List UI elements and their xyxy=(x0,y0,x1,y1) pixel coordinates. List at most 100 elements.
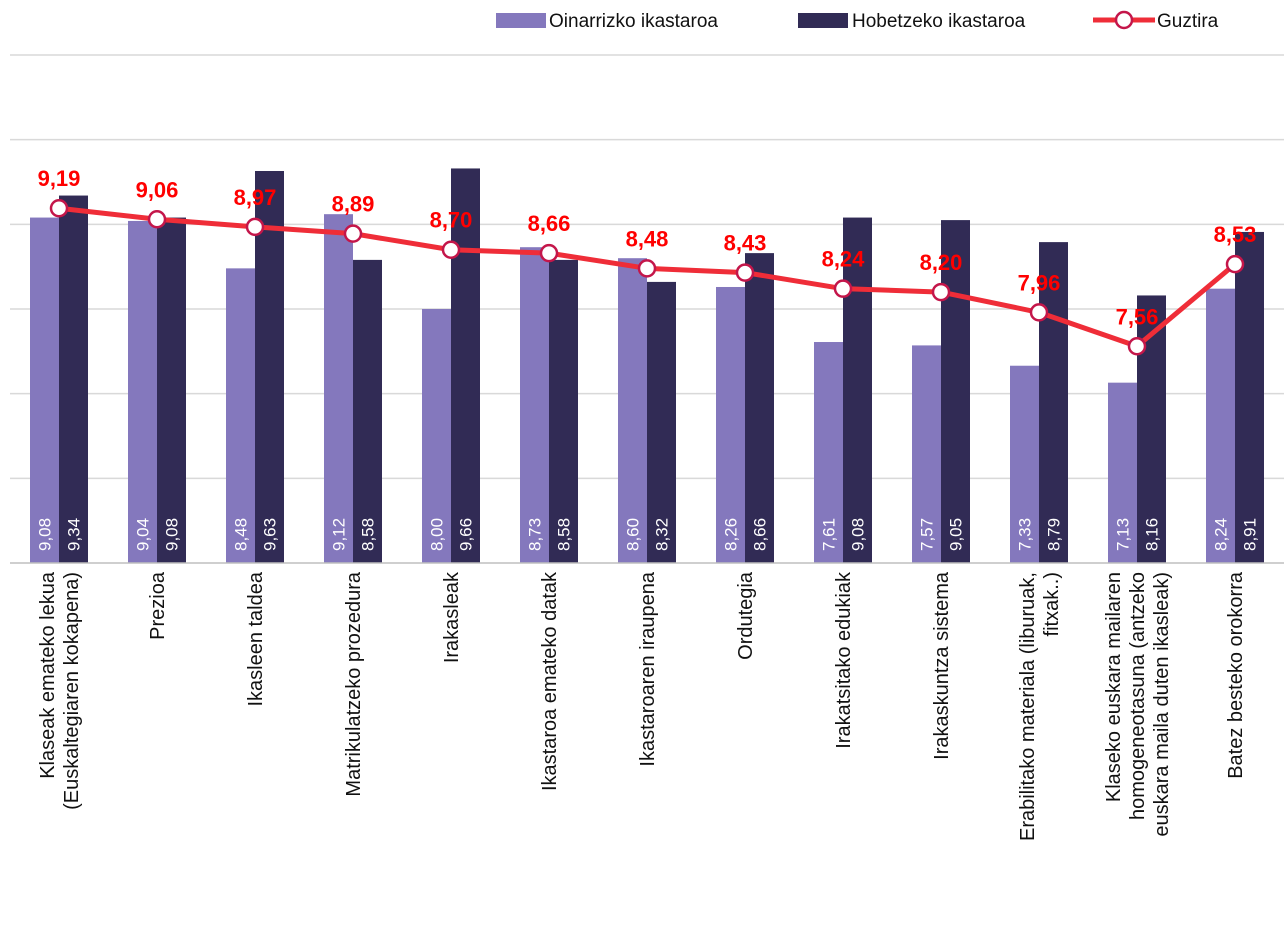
total-marker xyxy=(1127,337,1147,356)
bar-hobetzeko xyxy=(157,217,186,563)
bar-label-oinarrizko: 9,04 xyxy=(134,518,153,551)
bar-hobetzeko xyxy=(647,281,676,563)
total-marker xyxy=(245,217,265,237)
category-label: Ikasleen taldea xyxy=(245,571,267,706)
total-marker xyxy=(1029,303,1049,322)
bar-label-oinarrizko: 7,57 xyxy=(918,518,937,551)
bar-label-hobetzeko: 8,58 xyxy=(359,518,378,551)
legend: Oinarrizko ikastaroa Hobetzeko ikastaroa G… xyxy=(496,10,1219,32)
category-label: Prezioa xyxy=(147,571,169,640)
bars xyxy=(30,168,1264,564)
bar-label-oinarrizko: 8,48 xyxy=(232,518,251,551)
category-label: Irakaskuntza sistema xyxy=(931,571,953,760)
bar-oinarrizko xyxy=(422,309,451,563)
category-label: Ikastaroaren iraupena xyxy=(637,571,659,766)
bar-label-hobetzeko: 8,91 xyxy=(1241,518,1260,551)
legend-swatch-hobetzeko xyxy=(798,13,848,28)
bar-oinarrizko xyxy=(1108,382,1137,563)
total-value-label: 7,56 xyxy=(1116,304,1159,329)
bar-hobetzeko xyxy=(255,170,284,563)
total-value-label: 8,89 xyxy=(332,192,375,217)
bar-hobetzeko xyxy=(1235,231,1264,563)
bar-label-oinarrizko: 7,13 xyxy=(1114,518,1133,551)
total-marker xyxy=(735,263,755,282)
category-label: Erabilitako materiala (liburuak, xyxy=(1017,572,1039,841)
bar-hobetzeko xyxy=(941,220,970,563)
bar-label-hobetzeko: 8,66 xyxy=(751,518,770,551)
bar-hobetzeko xyxy=(1039,242,1068,563)
category-label: (Euskaltegiaren kokapena) xyxy=(61,572,83,810)
bar-label-hobetzeko: 9,66 xyxy=(457,518,476,551)
bar-label-oinarrizko: 7,61 xyxy=(820,518,839,551)
total-marker xyxy=(931,282,951,302)
category-labels: Klaseak emateko lekua (Euskaltegiaren kok… xyxy=(37,571,1247,841)
bar-oinarrizko xyxy=(1010,365,1039,563)
bar-label-oinarrizko: 8,24 xyxy=(1212,518,1231,551)
total-marker xyxy=(343,224,363,243)
legend-label-guztira: Guztira xyxy=(1157,11,1219,32)
bar-oinarrizko xyxy=(226,268,255,563)
bar-label-hobetzeko: 9,08 xyxy=(849,518,868,551)
total-value-label: 8,43 xyxy=(724,231,767,256)
bar-label-hobetzeko: 9,05 xyxy=(947,518,966,551)
bar-label-hobetzeko: 9,08 xyxy=(163,518,182,551)
total-value-label: 8,66 xyxy=(528,211,571,236)
category-label: fitxak..) xyxy=(1041,572,1063,636)
total-marker xyxy=(49,198,69,218)
total-value-label: 8,48 xyxy=(626,226,669,251)
bar-oinarrizko xyxy=(324,214,353,563)
category-label: Irakatsitako edukiak xyxy=(833,571,855,749)
total-value-label: 8,97 xyxy=(234,185,277,210)
bar-label-oinarrizko: 8,26 xyxy=(722,518,741,551)
total-marker xyxy=(539,243,559,263)
category-label: homogeneotasuna (antzeko xyxy=(1127,572,1149,820)
total-value-label: 8,53 xyxy=(1214,222,1257,247)
total-value-label: 9,06 xyxy=(136,177,179,202)
bar-label-oinarrizko: 9,08 xyxy=(36,518,55,551)
bar-oinarrizko xyxy=(618,258,647,563)
bar-value-labels: 9,08 9,34 9,04 9,08 8,48 9,63 9,12 8,58 8,00 9,66… xyxy=(36,518,1260,551)
bar-oinarrizko xyxy=(716,286,745,563)
bar-hobetzeko xyxy=(353,259,382,563)
bar-hobetzeko xyxy=(451,168,480,563)
total-value-label: 8,20 xyxy=(920,250,963,275)
bar-label-oinarrizko: 8,00 xyxy=(428,518,447,551)
category-label: Matrikulatzeko prozedura xyxy=(343,571,365,796)
total-marker xyxy=(441,240,461,259)
legend-swatch-oinarrizko xyxy=(496,13,546,28)
total-value-label: 9,19 xyxy=(38,166,81,191)
category-label: euskara maila duten ikasleak) xyxy=(1151,572,1173,837)
bar-oinarrizko xyxy=(912,345,941,563)
bar-label-oinarrizko: 8,60 xyxy=(624,518,643,551)
bar-oinarrizko xyxy=(814,342,843,563)
bar-label-oinarrizko: 8,73 xyxy=(526,518,545,551)
total-marker xyxy=(833,279,853,298)
bar-oinarrizko xyxy=(520,247,549,563)
bar-oinarrizko xyxy=(30,217,59,563)
bar-oinarrizko xyxy=(1206,288,1235,563)
bar-hobetzeko xyxy=(843,217,872,563)
bar-oinarrizko xyxy=(128,220,157,564)
total-marker xyxy=(147,210,167,229)
category-label: Batez besteko orokorra xyxy=(1225,571,1247,779)
category-label: Ordutegia xyxy=(735,571,757,660)
bar-label-oinarrizko: 7,33 xyxy=(1016,518,1035,551)
legend-label-oinarrizko: Oinarrizko ikastaroa xyxy=(549,11,718,32)
total-value-labels: 9,19 9,06 8,97 8,89 8,70 8,66 8,48 8,43 8,24 8,20… xyxy=(38,166,1257,329)
total-marker xyxy=(1225,254,1245,274)
bar-hobetzeko xyxy=(745,253,774,563)
bar-label-hobetzeko: 8,32 xyxy=(653,518,672,551)
total-marker xyxy=(637,259,657,278)
legend-label-hobetzeko: Hobetzeko ikastaroa xyxy=(852,11,1026,32)
total-value-label: 8,70 xyxy=(430,208,473,233)
category-label: Irakasleak xyxy=(441,571,463,663)
total-value-label: 8,24 xyxy=(822,247,866,272)
bar-hobetzeko xyxy=(549,259,578,563)
bar-label-oinarrizko: 9,12 xyxy=(330,518,349,551)
category-label: Klaseak emateko lekua xyxy=(37,571,59,779)
category-label: Klaseko euskara mailaren xyxy=(1103,572,1125,802)
bar-label-hobetzeko: 8,79 xyxy=(1045,518,1064,551)
legend-marker-guztira xyxy=(1114,10,1134,30)
